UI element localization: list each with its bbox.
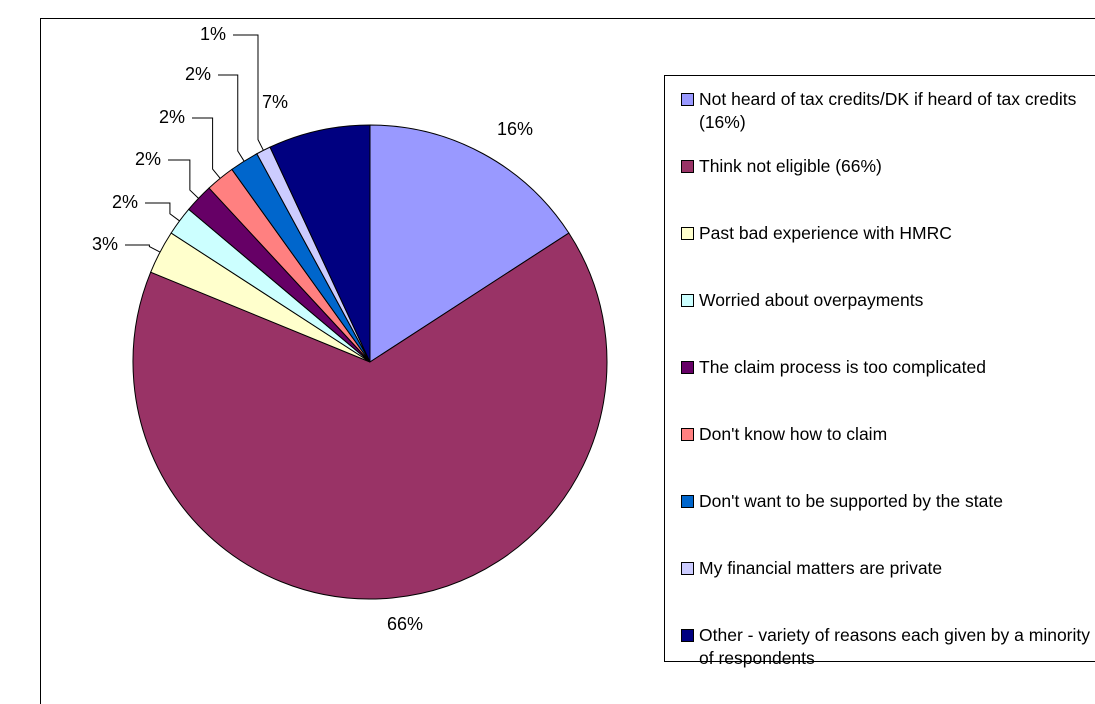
legend-label: Past bad experience with HMRC: [699, 223, 952, 243]
legend: Not heard of tax credits/DK if heard of …: [664, 75, 1095, 668]
legend-label: Don't want to be supported by the state: [699, 491, 1003, 511]
legend-item: Think not eligible (66%): [681, 155, 1081, 178]
legend-label: My financial matters are private: [699, 558, 943, 578]
data-label: 2%: [185, 64, 211, 84]
pie-slice: [269, 124, 371, 363]
legend-swatch: [681, 562, 694, 575]
legend-swatch: [681, 495, 694, 508]
leader-line: [192, 117, 221, 179]
legend-swatch: [681, 428, 694, 441]
leader-line: [218, 74, 245, 162]
leader-line: [145, 202, 180, 222]
legend-label: Not heard of tax credits/DK if heard of …: [699, 89, 1077, 132]
legend-item: Don't want to be supported by the state: [681, 490, 1081, 513]
legend-item: The claim process is too complicated: [681, 356, 1081, 379]
pie-slice: [369, 124, 570, 363]
legend-label: The claim process is too complicated: [699, 357, 986, 377]
legend-item: Not heard of tax credits/DK if heard of …: [681, 88, 1081, 134]
legend-swatch: [681, 93, 694, 106]
data-label: 2%: [112, 192, 138, 212]
leader-line: [125, 244, 161, 253]
legend-item: Worried about overpayments: [681, 289, 1081, 312]
legend-swatch: [681, 227, 694, 240]
data-label: 66%: [387, 614, 423, 634]
data-label: 3%: [92, 234, 118, 254]
legend-swatch: [681, 294, 694, 307]
legend-swatch: [681, 160, 694, 173]
legend-swatch: [681, 629, 694, 642]
legend-label: Don't know how to claim: [699, 424, 888, 444]
legend-item: Past bad experience with HMRC: [681, 222, 1081, 245]
data-label: 16%: [497, 119, 533, 139]
data-label: 7%: [262, 92, 288, 112]
legend-item: My financial matters are private: [681, 557, 1081, 580]
leader-line: [168, 159, 199, 199]
legend-label: Think not eligible (66%): [699, 156, 882, 176]
legend-label: Worried about overpayments: [699, 290, 924, 310]
data-label: 1%: [200, 24, 226, 44]
data-label: 2%: [159, 107, 185, 127]
legend-item: Don't know how to claim: [681, 423, 1081, 446]
legend-item: Other - variety of reasons each given by…: [681, 624, 1090, 670]
legend-swatch: [681, 361, 694, 374]
data-label: 2%: [135, 149, 161, 169]
legend-label: Other - variety of reasons each given by…: [699, 625, 1091, 668]
pie-slice: [132, 232, 608, 600]
leader-line: [233, 34, 264, 151]
